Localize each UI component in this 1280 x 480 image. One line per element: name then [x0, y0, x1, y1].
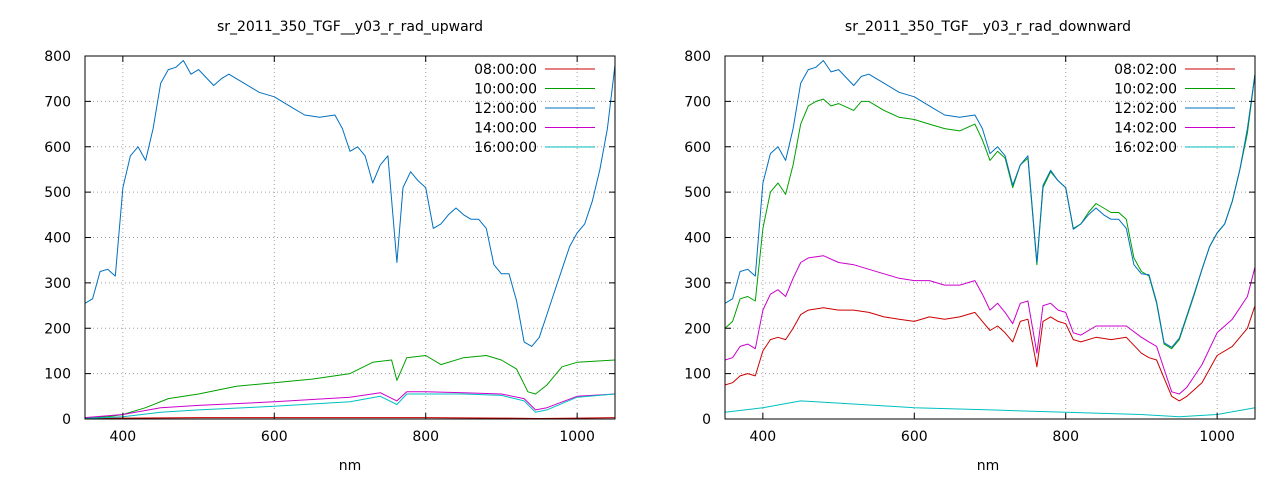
- series-line: [84, 60, 616, 347]
- x-tick-label: 1000: [559, 429, 595, 445]
- y-tick-label: 200: [684, 321, 711, 337]
- y-tick-label: 800: [684, 49, 711, 65]
- x-tick-label: 600: [261, 429, 288, 445]
- y-tick-label: 700: [44, 94, 71, 110]
- grid: [85, 56, 615, 419]
- axis-ticks: 400 600 800 1000 0 100 200 300 400 500 600 700 800: [684, 49, 1255, 445]
- x-tick-label: 400: [749, 429, 776, 445]
- y-tick-label: 200: [44, 321, 71, 337]
- y-tick-label: 600: [684, 140, 711, 156]
- legend-label: 14:00:00: [474, 121, 537, 137]
- legend-label: 08:00:00: [474, 62, 537, 78]
- y-tick-label: 400: [44, 231, 71, 247]
- series-line: [724, 400, 1256, 418]
- series-line: [84, 417, 616, 419]
- x-axis-label: nm: [339, 458, 362, 474]
- plot-area: [724, 60, 1256, 418]
- legend-label: 08:02:00: [1114, 62, 1177, 78]
- legend: 08:02:00 10:02:00 12:02:00 14:02:00 16:02:00: [1114, 62, 1235, 156]
- x-tick-label: 1000: [1199, 429, 1235, 445]
- chart-downward: sr_2011_350_TGF__y03_r_rad_downward 400 6…: [684, 19, 1256, 474]
- y-tick-label: 400: [684, 231, 711, 247]
- y-tick-label: 100: [684, 367, 711, 383]
- y-tick-label: 0: [702, 412, 711, 428]
- chart-upward: sr_2011_350_TGF__y03_r_rad_upward 400 600…: [44, 19, 616, 474]
- grid: [725, 56, 1255, 419]
- series-line: [724, 305, 1256, 402]
- x-tick-label: 800: [412, 429, 439, 445]
- y-tick-label: 300: [684, 276, 711, 292]
- y-tick-label: 0: [62, 412, 71, 428]
- chart-title: sr_2011_350_TGF__y03_r_rad_upward: [217, 19, 483, 35]
- legend-label: 16:02:00: [1114, 140, 1177, 156]
- series-line: [724, 60, 1256, 348]
- series-line: [84, 355, 616, 419]
- plot-area: [84, 60, 616, 419]
- y-tick-label: 600: [44, 140, 71, 156]
- y-tick-label: 800: [44, 49, 71, 65]
- series-line: [724, 255, 1256, 395]
- y-tick-label: 700: [684, 94, 711, 110]
- legend-label: 14:02:00: [1114, 121, 1177, 137]
- series-line: [84, 391, 616, 419]
- x-tick-label: 400: [109, 429, 136, 445]
- x-axis-label: nm: [977, 458, 1000, 474]
- chart-title: sr_2011_350_TGF__y03_r_rad_downward: [845, 19, 1131, 35]
- legend: 08:00:00 10:00:00 12:00:00 14:00:00 16:00:00: [474, 62, 595, 156]
- legend-label: 10:00:00: [474, 82, 537, 98]
- series-line: [84, 393, 616, 419]
- legend-label: 12:00:00: [474, 101, 537, 117]
- x-tick-label: 600: [901, 429, 928, 445]
- y-tick-label: 300: [44, 276, 71, 292]
- y-tick-label: 500: [684, 185, 711, 201]
- x-tick-label: 800: [1052, 429, 1079, 445]
- legend-label: 16:00:00: [474, 140, 537, 156]
- legend-label: 12:02:00: [1114, 101, 1177, 117]
- axis-ticks: 400 600 800 1000 0 100 200 300 400 500 600 700 800: [44, 49, 615, 445]
- y-tick-label: 100: [44, 367, 71, 383]
- legend-label: 10:02:00: [1114, 82, 1177, 98]
- y-tick-label: 500: [44, 185, 71, 201]
